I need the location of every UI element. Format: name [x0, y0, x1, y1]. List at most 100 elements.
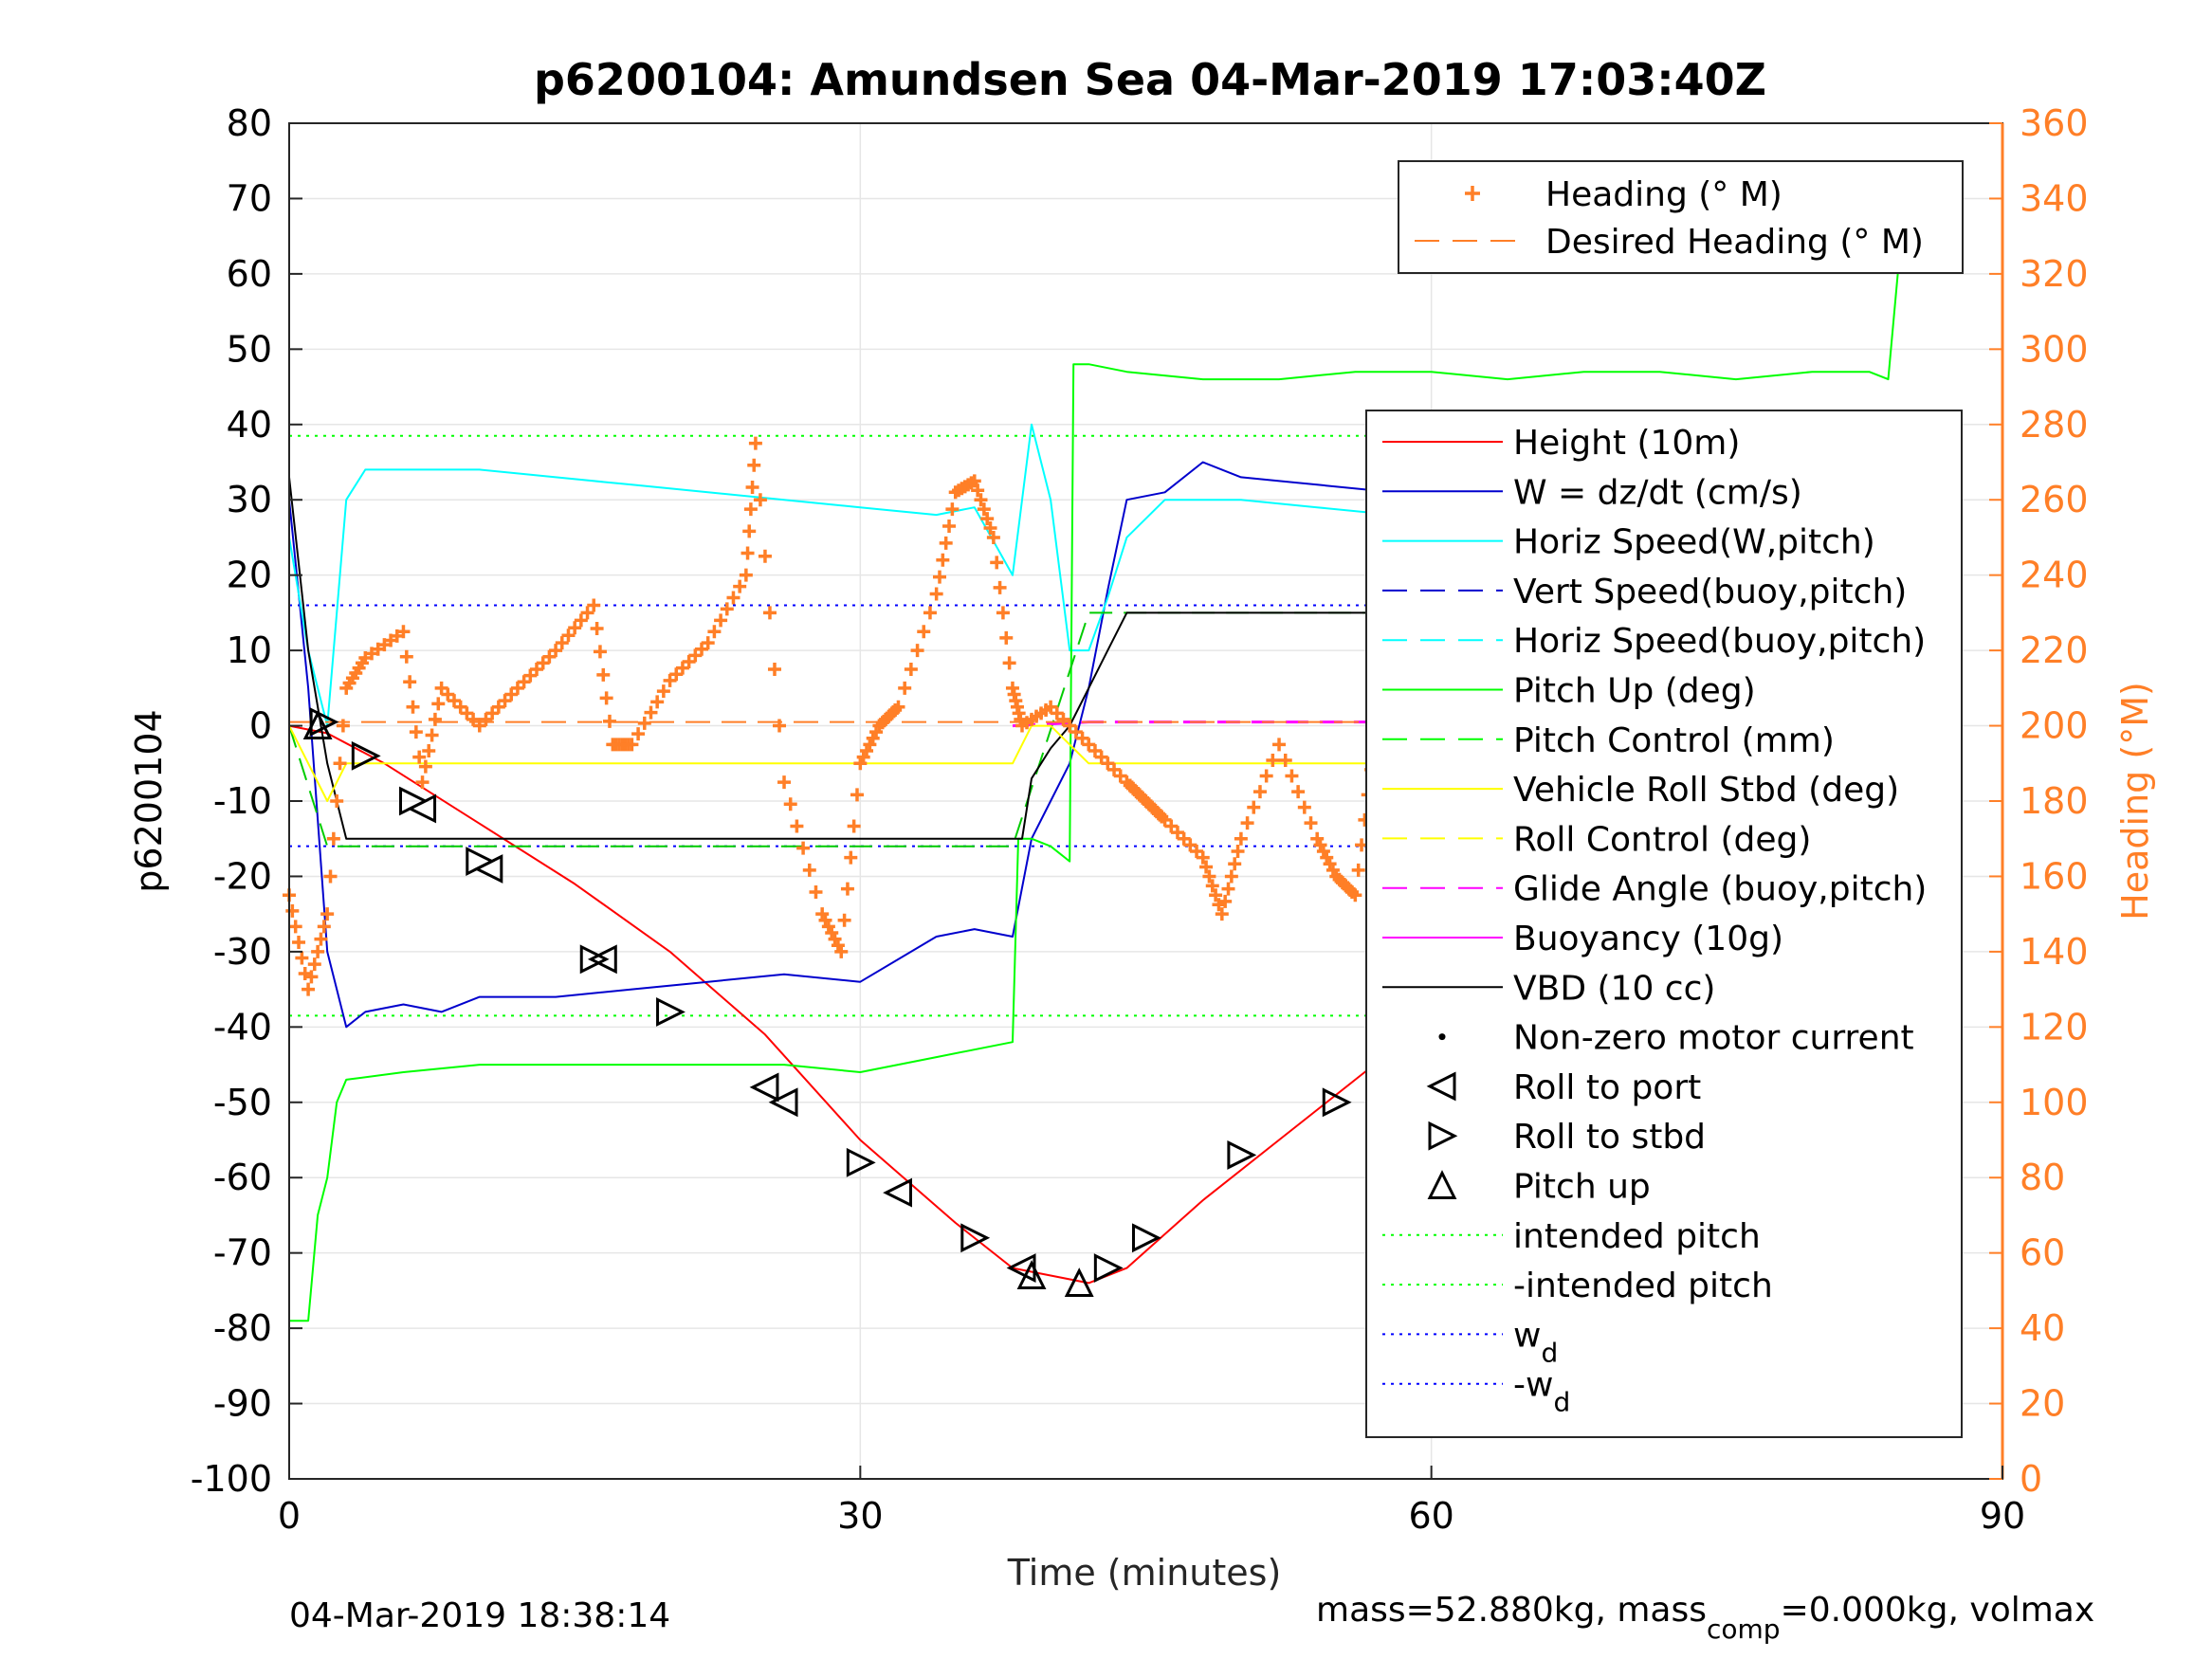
heading-point	[656, 684, 670, 699]
heading-point	[479, 712, 493, 726]
legend-label: Pitch up	[1513, 1168, 1651, 1207]
heading-point	[510, 681, 524, 695]
heading-point	[599, 691, 613, 705]
roll-to-stbd-marker	[309, 707, 339, 738]
roll-to-stbd-marker	[656, 997, 686, 1027]
y-right-tick-label: 60	[2020, 1232, 2065, 1274]
legend-swatch	[1438, 1033, 1446, 1041]
y-right-tick-label: 300	[2020, 328, 2089, 370]
heading-point	[936, 553, 950, 567]
heading-point	[945, 502, 960, 517]
heading-point	[1228, 857, 1242, 871]
legend-label: Roll to stbd	[1513, 1118, 1706, 1157]
heading-point	[743, 502, 758, 517]
heading-point	[431, 697, 446, 711]
heading-point	[434, 681, 448, 695]
heading-point	[1348, 888, 1362, 902]
x-tick-label: 90	[1980, 1495, 2025, 1537]
legend-label: Vehicle Roll Stbd (deg)	[1513, 771, 1899, 810]
heading-point	[448, 694, 462, 708]
heading-point	[1205, 879, 1219, 893]
heading-point	[415, 775, 430, 790]
heading-point	[993, 580, 1007, 594]
legend-label: Height (10m)	[1513, 424, 1740, 463]
heading-point	[783, 797, 797, 811]
heading-point	[396, 625, 411, 639]
heading-point	[1240, 816, 1254, 830]
x-axis-ticks: 0 30 60 90	[278, 1466, 2025, 1537]
heading-point	[898, 681, 912, 695]
heading-point	[790, 819, 804, 833]
heading-point	[1069, 725, 1083, 739]
heading-point	[1291, 785, 1306, 799]
y-tick-label: 30	[227, 479, 272, 520]
y-right-tick-label: 20	[2020, 1383, 2065, 1425]
heading-point	[929, 587, 943, 601]
heading-point	[996, 606, 1010, 620]
heading-point	[977, 502, 991, 517]
heading-point	[1190, 844, 1204, 858]
legend-label: W = dz/dt (cm/s)	[1513, 473, 1802, 512]
heading-point	[590, 621, 604, 635]
chart-title: p6200104: Amundsen Sea 04-Mar-2019 17:03…	[534, 54, 1766, 105]
heading-point	[330, 794, 344, 808]
heading-point	[530, 662, 544, 676]
legend-label: Glide Angle (buoy,pitch)	[1513, 870, 1927, 909]
y-right-tick-label: 320	[2020, 253, 2089, 295]
heading-point	[625, 738, 639, 752]
heading-point	[1278, 753, 1292, 767]
legend-label: intended pitch	[1513, 1217, 1761, 1256]
heading-point	[1224, 869, 1238, 884]
heading-point	[923, 606, 937, 620]
heading-point	[295, 951, 309, 965]
heading-point	[971, 483, 985, 498]
heading-point	[1101, 757, 1115, 771]
y-tick-label: -90	[213, 1383, 272, 1425]
heading-point	[422, 744, 436, 758]
y-axis-label-right: Heading (°M)	[2114, 682, 2156, 921]
legend-swatch	[1426, 1071, 1456, 1102]
heading-point	[580, 606, 594, 620]
heading-point	[1044, 700, 1058, 714]
y-right-tick-label: 40	[2020, 1307, 2065, 1349]
legend-label: -intended pitch	[1513, 1267, 1773, 1305]
heading-point	[403, 675, 417, 689]
heading-point	[418, 759, 432, 774]
heading-point	[1075, 731, 1089, 745]
roll-to-port-marker	[473, 854, 503, 884]
heading-point	[847, 819, 861, 833]
heading-point	[1202, 869, 1216, 884]
y-right-tick-label: 260	[2020, 479, 2089, 520]
heading-point	[726, 591, 740, 605]
heading-point	[288, 920, 302, 934]
legend-label: Roll Control (deg)	[1513, 820, 1811, 859]
y-tick-label: 10	[227, 629, 272, 671]
y-tick-label: 50	[227, 328, 272, 370]
heading-point	[302, 982, 316, 996]
heading-point	[561, 629, 576, 643]
y-tick-label: 40	[227, 404, 272, 446]
heading-point	[1164, 819, 1179, 833]
heading-point	[307, 957, 321, 972]
legend-label: Buoyancy (10g)	[1513, 920, 1783, 958]
footer-mass: mass=52.880kg, masscomp=0.000kg, volmax	[1316, 1591, 2094, 1645]
heading-point	[542, 649, 557, 664]
heading-point	[1158, 812, 1172, 827]
x-tick-label: 0	[278, 1495, 301, 1537]
legend-label: Horiz Speed(buoy,pitch)	[1513, 622, 1926, 661]
heading-point	[1221, 882, 1235, 896]
pitch-up-marker	[302, 710, 333, 740]
heading-point	[399, 649, 413, 664]
heading-point	[498, 694, 512, 708]
roll-to-stbd-marker	[1322, 1087, 1352, 1118]
heading-point	[990, 556, 1004, 570]
heading-point	[1209, 888, 1223, 902]
heading-point	[1183, 838, 1197, 852]
heading-point	[1266, 753, 1280, 767]
legend-swatch	[1427, 1170, 1457, 1199]
heading-point	[1247, 800, 1261, 814]
heading-point	[1351, 863, 1365, 877]
x-tick-label: 30	[837, 1495, 883, 1537]
y-tick-label: -100	[191, 1458, 272, 1500]
x-tick-label: 60	[1408, 1495, 1453, 1537]
